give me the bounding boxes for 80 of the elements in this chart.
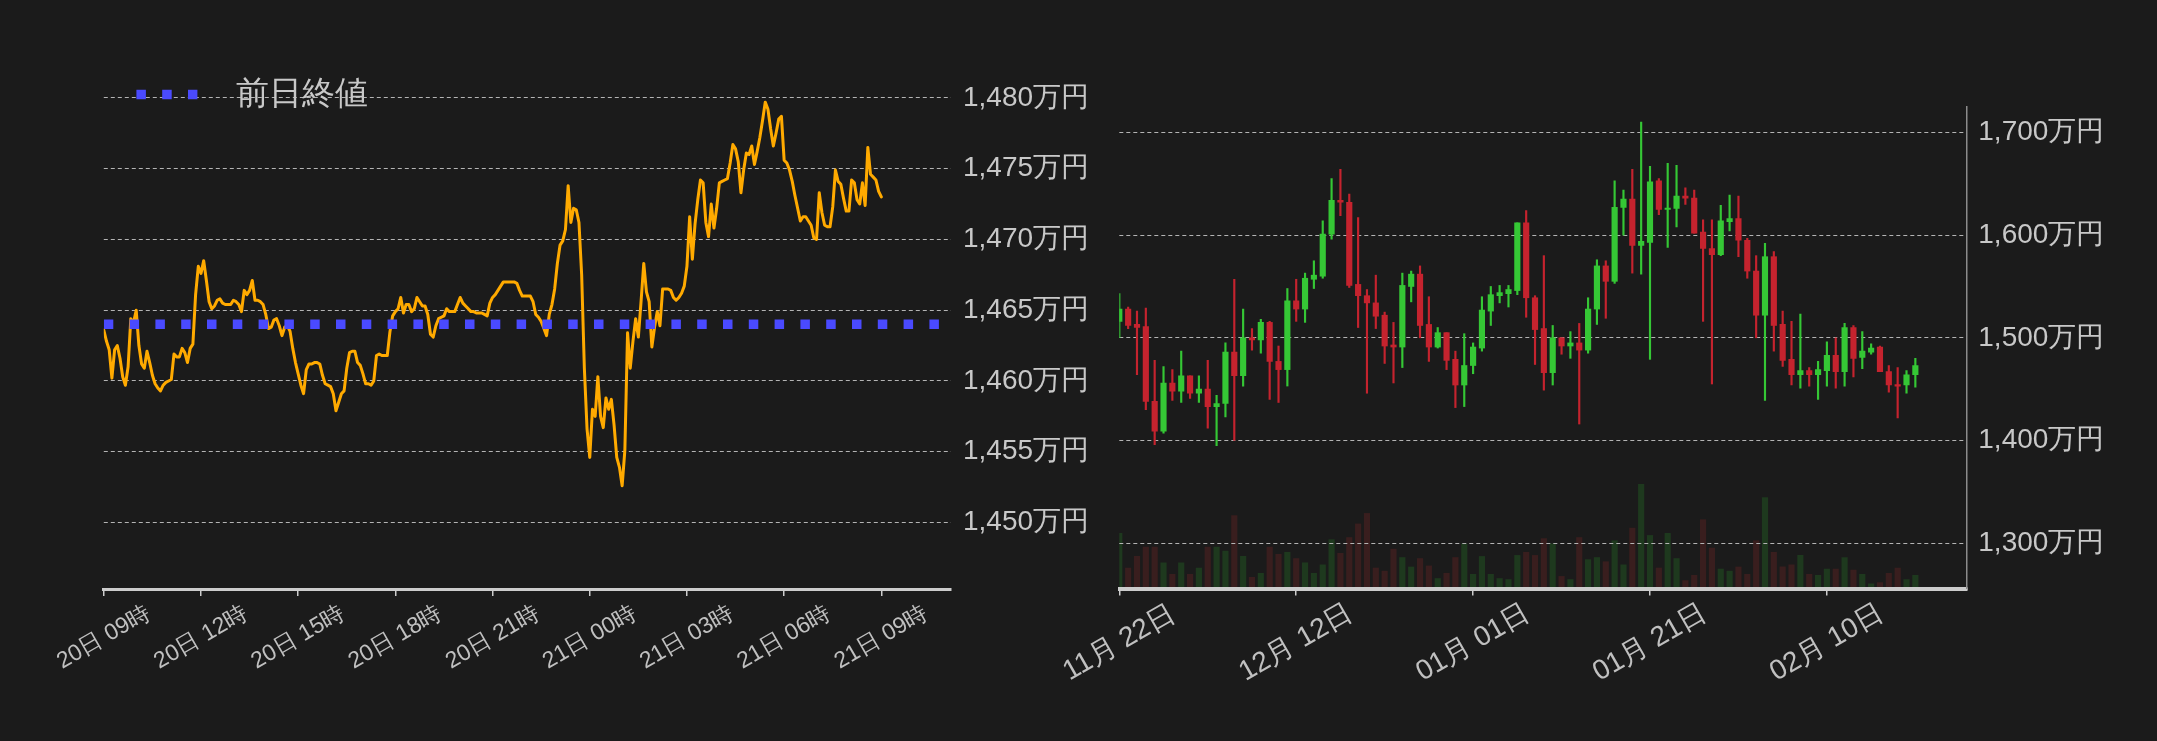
bar [1452, 556, 1459, 589]
bar [1337, 552, 1344, 589]
bar [1602, 560, 1609, 589]
bar [1523, 551, 1530, 589]
bar [1240, 555, 1247, 589]
bar [1646, 534, 1654, 589]
candlestick [1620, 189, 1627, 236]
candlestick [1673, 164, 1680, 228]
y-tick-label: 1,470万円 [963, 222, 1090, 254]
bar [1576, 536, 1583, 589]
bar [1160, 562, 1167, 589]
bar [1284, 551, 1291, 589]
x-tick-label: 02月 10日 [1763, 596, 1889, 687]
y-tick-label: 1,400万円 [1978, 423, 2105, 455]
candlestick [1337, 169, 1344, 216]
bar [1461, 543, 1468, 589]
bar [1753, 539, 1760, 589]
bar [1355, 523, 1362, 589]
y-tick-label: 1,450万円 [963, 505, 1090, 537]
bar [1788, 564, 1795, 589]
bar [1558, 575, 1565, 589]
bar [1222, 550, 1229, 589]
bar [1664, 532, 1671, 589]
bar [1850, 569, 1857, 589]
bar [1903, 578, 1910, 589]
bar [1133, 555, 1141, 589]
y-tick-label: 1,700万円 [1978, 115, 2105, 147]
bar [1531, 554, 1539, 589]
bar [1213, 546, 1220, 589]
bar [1620, 564, 1627, 589]
bar [1390, 548, 1397, 589]
candlestick [1664, 162, 1671, 248]
x-tick-label: 01月 21日 [1586, 596, 1712, 687]
bar [1266, 546, 1273, 589]
bar [1204, 546, 1211, 589]
bar [1708, 547, 1715, 589]
bar [1363, 512, 1371, 589]
bar [1540, 537, 1547, 589]
bar [1328, 538, 1335, 589]
bar [1478, 555, 1486, 589]
y-tick-label: 1,475万円 [963, 151, 1090, 183]
bar [1514, 554, 1521, 589]
bar [1399, 556, 1406, 589]
bar [1346, 536, 1353, 589]
bar [1142, 546, 1149, 589]
bar [1505, 578, 1512, 589]
bar [1797, 554, 1804, 589]
bar [1593, 556, 1601, 589]
bar [1178, 562, 1185, 589]
y-tick-label: 1,455万円 [963, 434, 1090, 466]
bar [1231, 514, 1238, 589]
y-tick-label: 1,300万円 [1978, 525, 2105, 557]
bar [1443, 572, 1450, 589]
bar [1673, 557, 1680, 589]
bar [1416, 557, 1424, 589]
bar [1293, 557, 1300, 589]
x-tick-label: 01月 01日 [1409, 596, 1535, 687]
bar [1841, 556, 1848, 589]
bar [1638, 483, 1645, 589]
y-tick-label: 1,600万円 [1978, 217, 2105, 249]
x-tick-label: 12月 12日 [1232, 596, 1358, 687]
bar [1585, 558, 1592, 589]
bar [1735, 566, 1742, 589]
candlestick [1275, 345, 1282, 403]
bar [1699, 518, 1707, 589]
bar [1611, 539, 1618, 589]
bar [1549, 543, 1556, 589]
bar [1761, 496, 1769, 589]
y-tick-label: 1,460万円 [963, 363, 1090, 395]
bar [1301, 562, 1309, 589]
candlestick [1505, 285, 1512, 308]
bar [1629, 527, 1636, 589]
bar [1275, 553, 1282, 589]
bar [1151, 546, 1158, 589]
candlestick [1788, 321, 1795, 386]
x-tick-label: 11月 22日 [1056, 597, 1180, 686]
bar [1770, 551, 1777, 589]
y-tick-label: 1,500万円 [1978, 320, 2105, 352]
y-tick-label: 1,480万円 [963, 80, 1090, 112]
y-tick-label: 1,465万円 [963, 292, 1090, 324]
